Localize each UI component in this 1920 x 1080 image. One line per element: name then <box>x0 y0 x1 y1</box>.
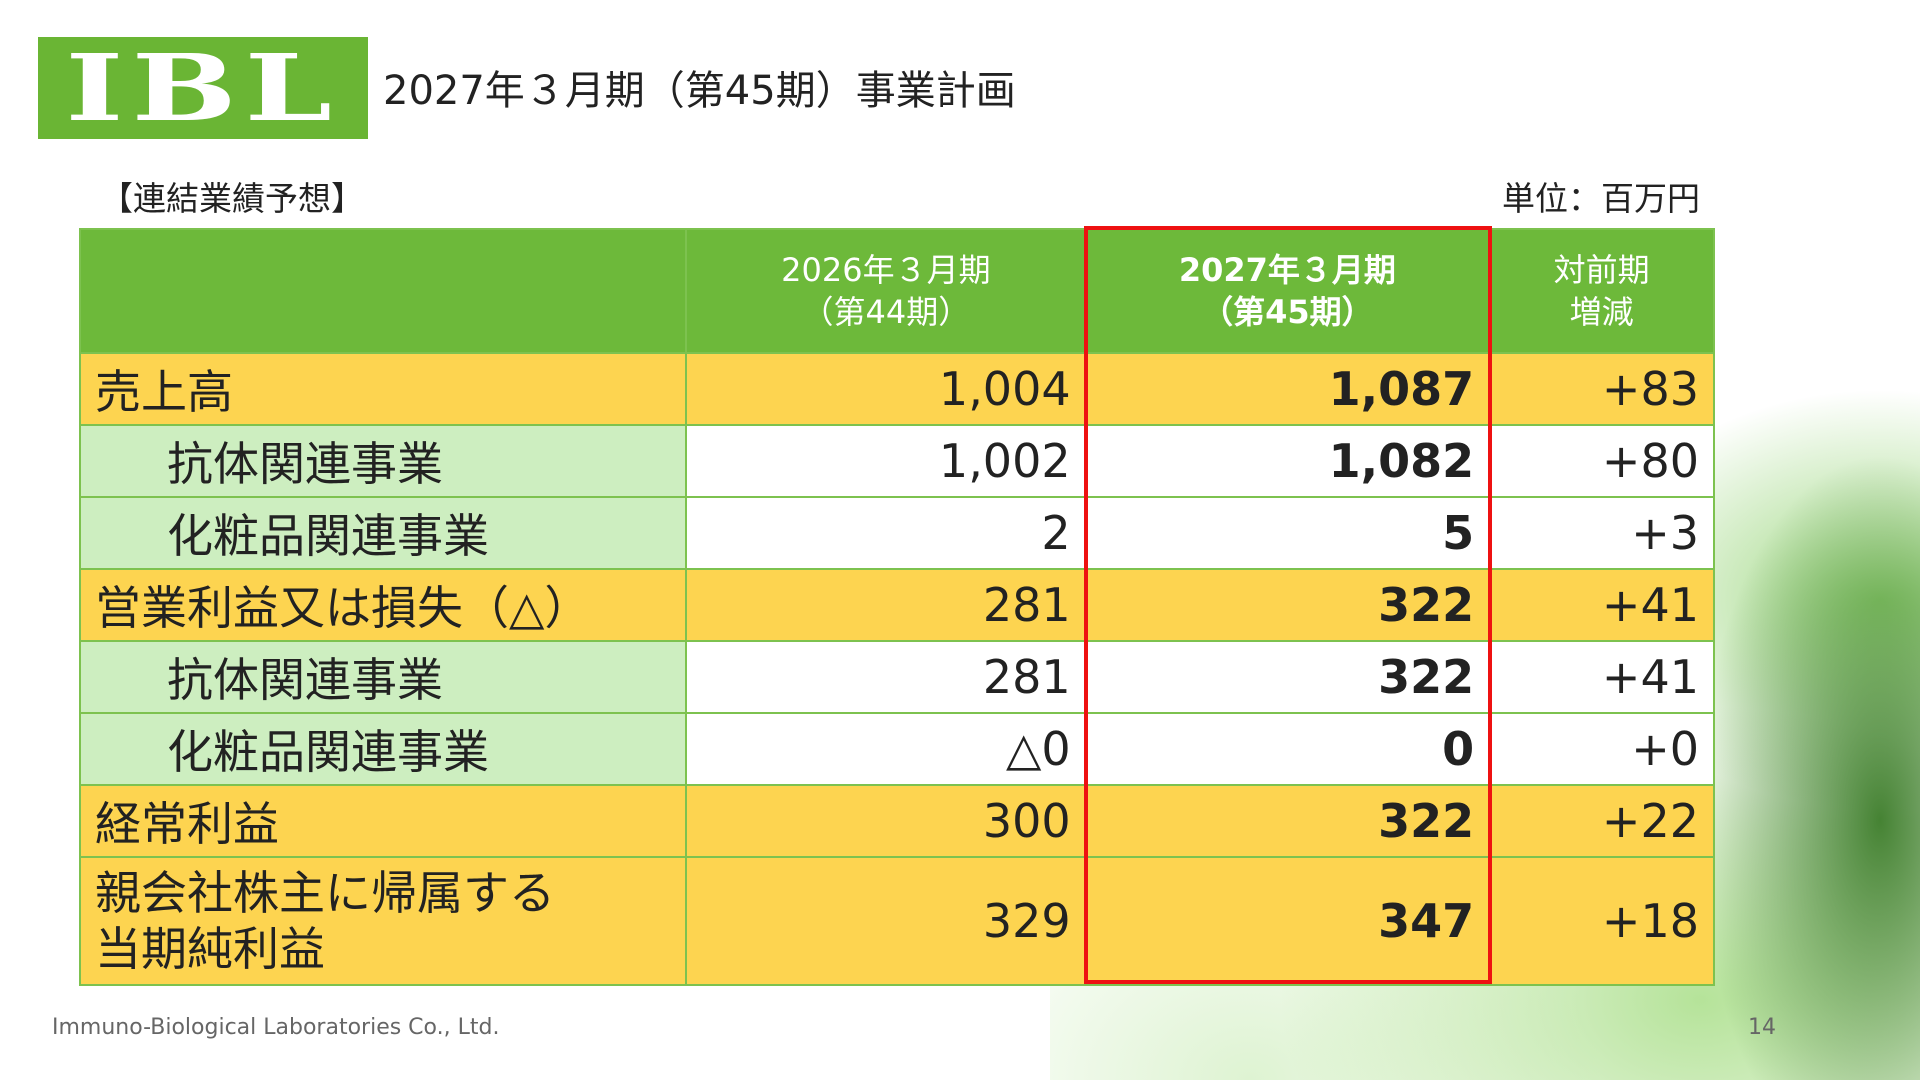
prev-value: 329 <box>685 856 1087 986</box>
diff-value: +83 <box>1488 352 1715 426</box>
prev-value: 281 <box>685 640 1087 714</box>
footer-company: Immuno-Biological Laboratories Co., Ltd. <box>52 1015 500 1040</box>
row-label: 営業利益又は損失（△） <box>78 568 688 642</box>
current-value: 322 <box>1084 784 1491 858</box>
row-label: 化粧品関連事業 <box>78 496 688 570</box>
prev-value: 300 <box>685 784 1087 858</box>
current-value: 5 <box>1084 496 1491 570</box>
table-row: 親会社株主に帰属する 当期純利益 329 347 +18 <box>78 856 1715 986</box>
current-value: 322 <box>1084 640 1491 714</box>
section-label: 【連結業績予想】 <box>100 179 364 218</box>
prev-value: △0 <box>685 712 1087 786</box>
diff-value: +41 <box>1488 568 1715 642</box>
table-row: 営業利益又は損失（△） 281 322 +41 <box>78 568 1715 642</box>
header-diff: 対前期 増減 <box>1488 228 1715 354</box>
forecast-table: 2026年３月期 （第44期） 2027年３月期 （第45期） 対前期 増減 売上高 … <box>78 228 1715 986</box>
row-label: 化粧品関連事業 <box>78 712 688 786</box>
current-value: 347 <box>1084 856 1491 986</box>
current-value: 1,082 <box>1084 424 1491 498</box>
row-label: 抗体関連事業 <box>78 640 688 714</box>
diff-value: +80 <box>1488 424 1715 498</box>
prev-value: 1,004 <box>685 352 1087 426</box>
page-title: 2027年３月期（第45期）事業計画 <box>383 68 1016 114</box>
header-prev-period: 2026年３月期 （第44期） <box>685 228 1087 354</box>
page-number: 14 <box>1748 1015 1776 1040</box>
current-value: 1,087 <box>1084 352 1491 426</box>
company-logo: IBL <box>38 37 368 139</box>
prev-value: 281 <box>685 568 1087 642</box>
table-row: 抗体関連事業 1,002 1,082 +80 <box>78 424 1715 498</box>
table-row: 化粧品関連事業 2 5 +3 <box>78 496 1715 570</box>
diff-value: +3 <box>1488 496 1715 570</box>
current-value: 322 <box>1084 568 1491 642</box>
table-row: 経常利益 300 322 +22 <box>78 784 1715 858</box>
row-label: 親会社株主に帰属する 当期純利益 <box>78 856 688 986</box>
current-value: 0 <box>1084 712 1491 786</box>
table-row: 抗体関連事業 281 322 +41 <box>78 640 1715 714</box>
prev-value: 2 <box>685 496 1087 570</box>
diff-value: +41 <box>1488 640 1715 714</box>
row-label: 抗体関連事業 <box>78 424 688 498</box>
header-current-period: 2027年３月期 （第45期） <box>1084 228 1491 354</box>
header-blank-cell <box>78 228 688 354</box>
row-label: 経常利益 <box>78 784 688 858</box>
table-header-row: 2026年３月期 （第44期） 2027年３月期 （第45期） 対前期 増減 <box>78 228 1715 354</box>
table-row: 売上高 1,004 1,087 +83 <box>78 352 1715 426</box>
diff-value: +18 <box>1488 856 1715 986</box>
prev-value: 1,002 <box>685 424 1087 498</box>
row-label: 売上高 <box>78 352 688 426</box>
unit-label: 単位：百万円 <box>1502 179 1700 218</box>
logo-text: IBL <box>65 34 341 142</box>
diff-value: +0 <box>1488 712 1715 786</box>
diff-value: +22 <box>1488 784 1715 858</box>
table-row: 化粧品関連事業 △0 0 +0 <box>78 712 1715 786</box>
